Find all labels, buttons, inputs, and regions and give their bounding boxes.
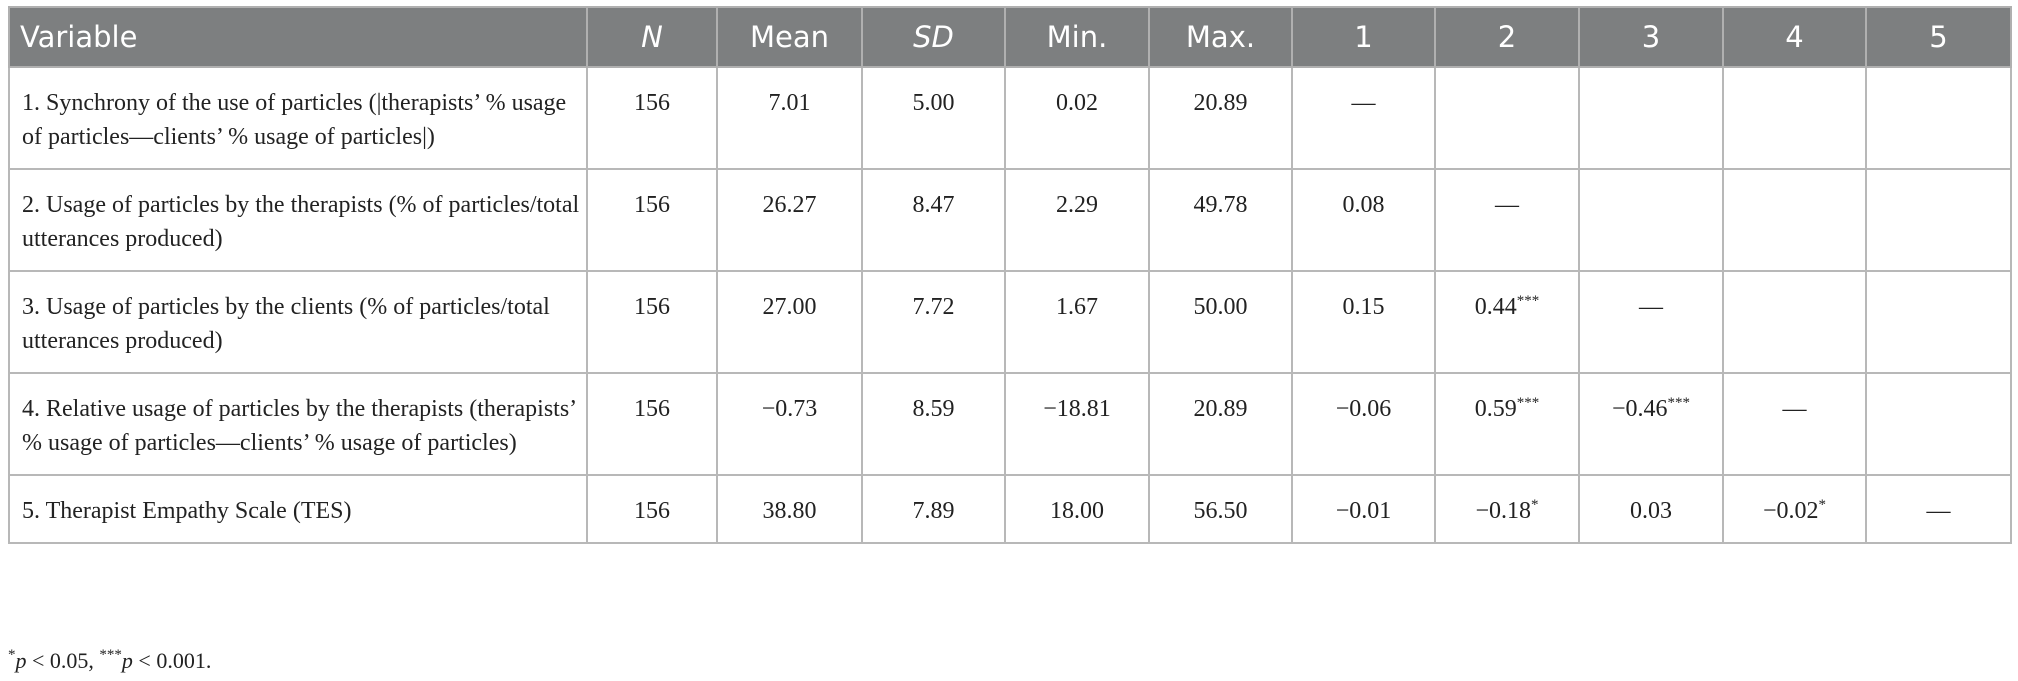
value-cell: 26.27 [716, 168, 863, 272]
value-cell: 27.00 [716, 270, 863, 374]
value-cell: −0.06 [1291, 372, 1436, 476]
header-cell: Max. [1148, 6, 1293, 68]
variable-cell: 3. Usage of particles by the clients (% … [8, 270, 588, 374]
value-cell [1722, 66, 1867, 170]
table: Variable N Mean SD Min. Max. 1 2 3 4 5 1. Synchron… [8, 6, 2012, 544]
significance-marker: * [1818, 497, 1827, 513]
footnote-part: < 0.05, [26, 648, 100, 673]
header-row: Variable N Mean SD Min. Max. 1 2 3 4 5 [8, 6, 2012, 68]
table-row: 3. Usage of particles by the clients (% … [8, 270, 2012, 374]
value-cell: 7.01 [716, 66, 863, 170]
value-cell: 50.00 [1148, 270, 1293, 374]
value-cell: 1.67 [1004, 270, 1150, 374]
header-cell: 5 [1865, 6, 2012, 68]
header-cell: 3 [1578, 6, 1724, 68]
value-cell: −0.73 [716, 372, 863, 476]
value-cell: 8.59 [861, 372, 1006, 476]
value-cell: 156 [586, 66, 718, 170]
value-cell: 156 [586, 372, 718, 476]
cell-value: −0.46 [1611, 396, 1668, 422]
value-cell: 38.80 [716, 474, 863, 544]
variable-cell: 2. Usage of particles by the therapists … [8, 168, 588, 272]
value-cell: 7.89 [861, 474, 1006, 544]
table-body: 1. Synchrony of the use of particles (|t… [8, 66, 2012, 544]
value-cell: −0.01 [1291, 474, 1436, 544]
header-cell: Min. [1004, 6, 1150, 68]
footnote-part: * [8, 647, 16, 663]
value-cell: −0.18* [1434, 474, 1580, 544]
value-cell: 7.72 [861, 270, 1006, 374]
value-cell [1578, 66, 1724, 170]
value-cell: 0.59*** [1434, 372, 1580, 476]
value-cell: 0.02 [1004, 66, 1150, 170]
cell-value: 0.44 [1474, 294, 1517, 320]
variable-cell: 1. Synchrony of the use of particles (|t… [8, 66, 588, 170]
table-row: 1. Synchrony of the use of particles (|t… [8, 66, 2012, 170]
variable-cell: 4. Relative usage of particles by the th… [8, 372, 588, 476]
value-cell: — [1578, 270, 1724, 374]
value-cell: 156 [586, 168, 718, 272]
value-cell [1865, 168, 2012, 272]
cell-value: −0.02 [1762, 498, 1819, 524]
header-cell: N [586, 6, 718, 68]
value-cell: 0.08 [1291, 168, 1436, 272]
value-cell: 20.89 [1148, 372, 1293, 476]
value-cell: 5.00 [861, 66, 1006, 170]
header-cell: SD [861, 6, 1006, 68]
header-cell: 2 [1434, 6, 1580, 68]
value-cell [1722, 270, 1867, 374]
value-cell: — [1434, 168, 1580, 272]
value-cell: 56.50 [1148, 474, 1293, 544]
table-row: 2. Usage of particles by the therapists … [8, 168, 2012, 272]
cell-value: −0.18 [1475, 498, 1532, 524]
footnote-part: p [15, 648, 27, 673]
header-cell: Mean [716, 6, 863, 68]
value-cell: −18.81 [1004, 372, 1150, 476]
value-cell [1722, 168, 1867, 272]
value-cell: 20.89 [1148, 66, 1293, 170]
footnote-part: p [121, 648, 133, 673]
footnote-part: *** [99, 647, 122, 663]
value-cell: — [1865, 474, 2012, 544]
significance-marker: * [1531, 497, 1539, 513]
value-cell: 8.47 [861, 168, 1006, 272]
value-cell [1865, 372, 2012, 476]
value-cell [1865, 270, 2012, 374]
significance-marker: *** [1667, 395, 1691, 411]
table-row: 5. Therapist Empathy Scale (TES) 156 38.80… [8, 474, 2012, 544]
header-cell: 1 [1291, 6, 1436, 68]
value-cell: 0.03 [1578, 474, 1724, 544]
header-cell: 4 [1722, 6, 1867, 68]
footnote-part: < 0.001. [132, 648, 212, 673]
significance-marker: *** [1516, 395, 1540, 411]
value-cell: −0.02* [1722, 474, 1867, 544]
header-cell: Variable [8, 6, 588, 68]
value-cell: — [1291, 66, 1436, 170]
value-cell: — [1722, 372, 1867, 476]
value-cell: 0.44*** [1434, 270, 1580, 374]
table-row: 4. Relative usage of particles by the th… [8, 372, 2012, 476]
value-cell: 0.15 [1291, 270, 1436, 374]
value-cell [1578, 168, 1724, 272]
value-cell [1865, 66, 2012, 170]
value-cell: 156 [586, 270, 718, 374]
value-cell: 18.00 [1004, 474, 1150, 544]
cell-value: 0.59 [1474, 396, 1517, 422]
value-cell: 2.29 [1004, 168, 1150, 272]
variable-cell: 5. Therapist Empathy Scale (TES) [8, 474, 588, 544]
table-wrap: Variable N Mean SD Min. Max. 1 2 3 4 5 1. Synchron… [8, 6, 2012, 544]
significance-marker: *** [1516, 293, 1540, 309]
value-cell: 49.78 [1148, 168, 1293, 272]
value-cell [1434, 66, 1580, 170]
value-cell: −0.46*** [1578, 372, 1724, 476]
value-cell: 156 [586, 474, 718, 544]
footnote: *p < 0.05, ***p < 0.001. [8, 648, 211, 674]
